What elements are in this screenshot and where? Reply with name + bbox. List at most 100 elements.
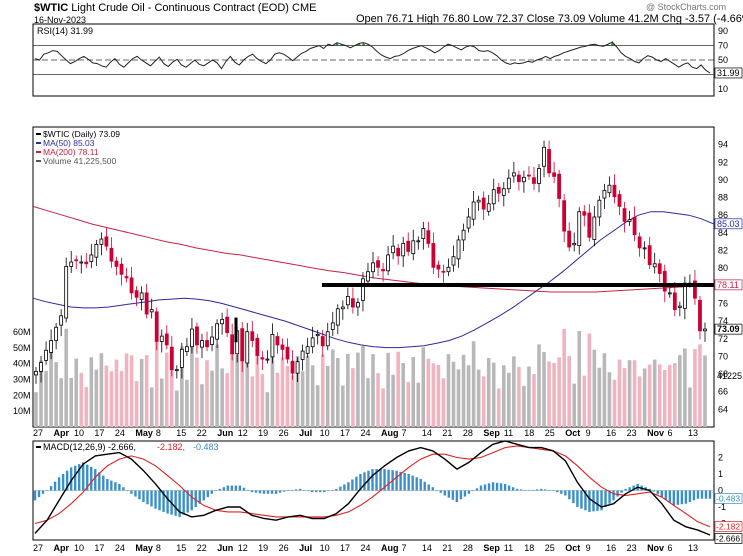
x-axis-label: 12	[238, 428, 248, 438]
macd-panel: 210-1-2MACD(12,26,9) -2.666,-2.182,-0.48…	[32, 440, 743, 544]
macd-histogram-bar	[487, 483, 491, 491]
price-candle	[411, 229, 416, 261]
macd-right-label: -0.483	[716, 493, 740, 503]
macd-histogram-bar	[672, 490, 676, 506]
candle-body	[250, 331, 255, 341]
macd-histogram-bar	[548, 489, 551, 491]
macd-histogram-bar	[343, 484, 346, 491]
macd-histogram-bar	[302, 489, 306, 491]
x-axis-label: 11	[504, 428, 513, 438]
volume-bar	[436, 364, 441, 427]
candle-body	[295, 361, 300, 374]
price-candle	[491, 178, 496, 211]
macd-histogram-bar	[262, 490, 266, 494]
candle-body	[486, 203, 491, 212]
x-axis-label: Aug	[381, 428, 399, 438]
volume-bar	[320, 354, 325, 427]
candle-body	[416, 240, 421, 243]
macd-histogram-bar	[527, 490, 531, 491]
volume-bar	[285, 365, 290, 427]
x-axis-label: 9	[586, 428, 591, 438]
macd-histogram-bar	[580, 490, 583, 509]
candle-body	[411, 240, 416, 255]
macd-histogram-bar	[250, 490, 254, 493]
price-legend: $WTIC (Daily) 73.09	[43, 129, 120, 139]
macd-histogram-bar	[572, 490, 575, 504]
macd-histogram-bar	[576, 490, 579, 507]
price-candle	[134, 286, 139, 307]
macd-histogram-bar	[90, 466, 93, 491]
price-tick-label: 92	[718, 157, 728, 167]
price-candle	[310, 326, 315, 354]
watermark: @ StockCharts.com	[646, 2, 727, 12]
macd-histogram-bar	[415, 477, 418, 491]
volume-tick-label: 50M	[13, 343, 31, 353]
volume-bar	[542, 351, 546, 427]
x-axis-label: 24	[361, 428, 371, 438]
macd-histogram-bar	[652, 490, 655, 492]
price-candle	[205, 331, 209, 352]
x-axis-label: 7	[401, 428, 406, 438]
macd-histogram-bar	[73, 465, 77, 491]
candle-body	[647, 245, 652, 266]
volume-bar	[325, 365, 330, 427]
candle-body	[652, 263, 657, 268]
x-axis-label: 18	[524, 428, 534, 438]
price-candle	[672, 281, 677, 317]
volume-tick-label: 30M	[13, 375, 31, 385]
volume-bar	[94, 369, 99, 427]
candle-body	[84, 261, 89, 265]
price-candle	[124, 267, 129, 283]
x-axis-label: 27	[33, 428, 43, 438]
x-axis-label: 21	[442, 428, 452, 438]
candle-body	[64, 266, 69, 319]
macd-histogram-bar	[282, 490, 286, 492]
candle-body	[381, 269, 385, 272]
x-axis-label: 11	[504, 543, 513, 553]
price-candle	[361, 272, 365, 312]
volume-bar	[220, 368, 224, 427]
volume-bar	[310, 365, 315, 427]
candle-body	[356, 302, 360, 308]
candle-body	[265, 358, 270, 361]
price-tick-label: 86	[718, 210, 728, 220]
candle-body	[59, 315, 64, 326]
candle-body	[280, 344, 285, 350]
macd-histogram-bar	[351, 479, 354, 491]
rsi-tick-label: 90	[718, 26, 728, 36]
price-tick-label: 70	[718, 351, 728, 361]
volume-bar	[240, 328, 245, 427]
price-candle	[220, 312, 225, 335]
x-axis-label: Jun	[217, 428, 233, 438]
price-candle	[677, 301, 682, 317]
candle-body	[386, 254, 391, 272]
candle-body	[124, 276, 129, 279]
x-axis-label: 26	[279, 428, 289, 438]
macd-histogram-bar	[620, 490, 623, 493]
price-right-badge	[714, 279, 743, 291]
volume-bar	[572, 383, 577, 427]
price-candle	[506, 169, 511, 194]
macd-histogram-bar	[427, 484, 430, 491]
macd-histogram-bar	[387, 469, 390, 491]
macd-histogram-bar	[339, 486, 342, 491]
volume-bar	[501, 365, 506, 427]
x-axis-label: 22	[197, 543, 207, 553]
macd-histogram-bar	[584, 490, 587, 511]
price-candle	[381, 262, 385, 282]
candle-body	[159, 335, 164, 342]
price-candle	[562, 194, 567, 243]
candle-body	[129, 277, 134, 294]
candle-body	[506, 177, 511, 190]
candle-body	[361, 278, 365, 301]
macd-histogram-bar	[294, 489, 298, 491]
volume-bar	[602, 353, 607, 427]
price-candle	[179, 342, 184, 379]
macd-histogram-bar	[624, 488, 627, 491]
candle-body	[461, 229, 466, 241]
candle-body	[144, 292, 149, 315]
volume-bar	[250, 376, 255, 427]
macd-legend-signal: -2.182,	[157, 442, 185, 452]
ma200-line	[32, 205, 715, 293]
price-candle	[572, 232, 577, 252]
